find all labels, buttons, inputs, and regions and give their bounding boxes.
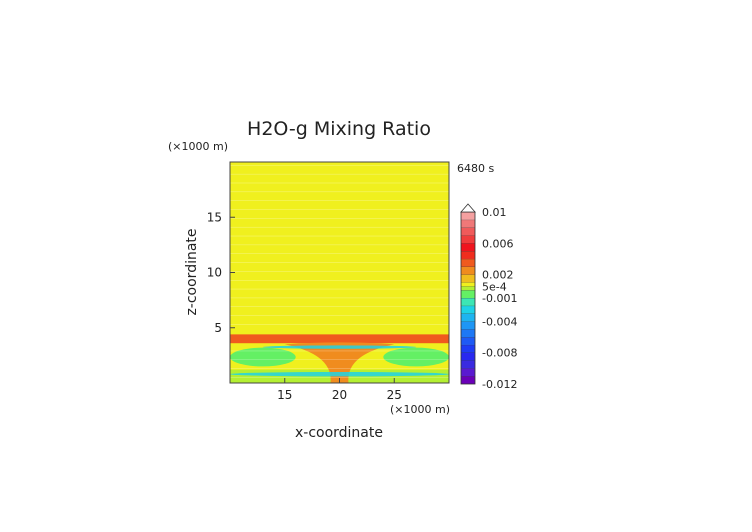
colorbar-tick-label: 5e-4 <box>482 280 507 293</box>
field-region-band <box>230 334 449 344</box>
field-region-plume <box>284 342 395 383</box>
colorbar-tick-label: 0.002 <box>482 269 514 282</box>
colorbar-swatch <box>461 368 475 377</box>
x-axis-title: x-coordinate <box>295 425 383 441</box>
colorbar-swatch <box>461 305 475 314</box>
colorbar-swatch <box>461 352 475 361</box>
colorbar-swatch <box>461 282 475 287</box>
time-label: 6480 s <box>457 162 494 175</box>
field-region-streak <box>262 345 417 349</box>
colorbar-swatch <box>461 243 475 252</box>
x-tick-label: 15 <box>277 388 292 402</box>
colorbar-swatch <box>461 337 475 345</box>
colorbar-tick-label: 0.006 <box>482 237 514 250</box>
colorbar-swatch <box>461 290 475 298</box>
colorbar-swatch <box>461 329 475 338</box>
x-axis: 15 20 25 <box>277 378 402 402</box>
colorbar-extend-arrow <box>460 203 476 213</box>
colorbar-tick-label: -0.004 <box>482 315 517 328</box>
colorbar-swatch <box>461 274 475 283</box>
colorbar-tick-label: 0.01 <box>482 206 507 219</box>
colorbar-swatch <box>461 235 475 244</box>
colorbar-swatch <box>461 376 475 384</box>
colorbar-tick-label: -0.001 <box>482 292 517 305</box>
colorbar-swatch <box>461 266 475 275</box>
field-region-wing <box>383 347 449 367</box>
y-axis: 5 10 15 <box>207 210 235 335</box>
x-unit-label: (×1000 m) <box>390 403 450 416</box>
colorbar-swatch <box>461 258 475 267</box>
colorbar-swatch <box>461 227 475 236</box>
colorbar-swatch <box>461 286 475 291</box>
contour-field <box>230 162 449 383</box>
colorbar-tick-label: -0.012 <box>482 378 517 391</box>
colorbar-swatch <box>461 313 475 322</box>
colorbar-tick-label: -0.008 <box>482 347 517 360</box>
colorbar-swatch <box>461 321 475 330</box>
y-tick-label: 5 <box>214 321 222 335</box>
x-tick-label: 25 <box>387 388 402 402</box>
colorbar-swatch <box>461 298 475 306</box>
field-region-wing <box>230 347 296 367</box>
chart-title: H2O-g Mixing Ratio <box>247 118 431 140</box>
y-axis-title: z-coordinate <box>184 228 200 315</box>
y-unit-label: (×1000 m) <box>168 140 228 153</box>
y-tick-label: 10 <box>207 266 222 280</box>
x-tick-label: 20 <box>332 388 347 402</box>
y-tick-label: 15 <box>207 210 222 224</box>
field-region-streak <box>230 371 449 377</box>
colorbar-swatch <box>461 219 475 228</box>
colorbar-swatch <box>461 360 475 369</box>
colorbar-swatch <box>461 251 475 259</box>
colorbar-swatch <box>461 344 475 353</box>
colorbar-swatch <box>461 212 475 220</box>
